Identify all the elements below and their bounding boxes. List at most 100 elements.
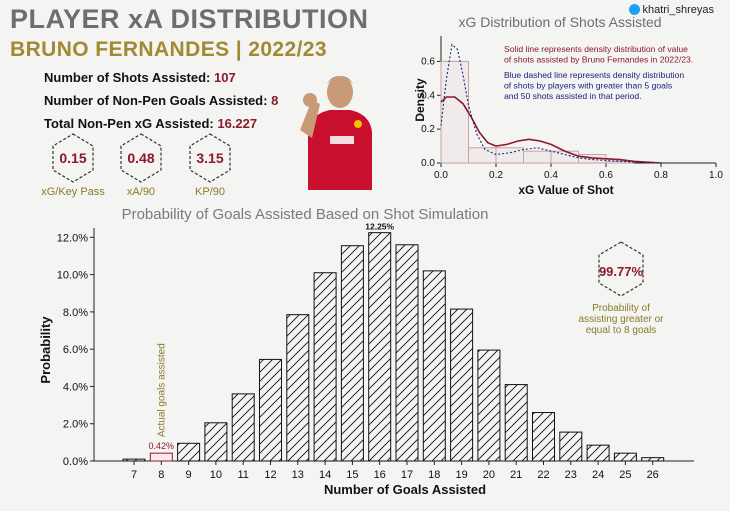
density-annotation-line: Blue dashed line represents density dist…	[504, 70, 684, 80]
probability-caption-line: equal to 8 goals	[585, 325, 657, 336]
density-x-tick-label: 0.6	[599, 170, 613, 181]
bar-8	[149, 452, 173, 462]
bar-x-tick-label: 11	[237, 469, 248, 481]
hexagon-xg-key-pass	[52, 133, 94, 183]
bar-x-tick-label: 16	[374, 469, 386, 481]
density-hist-bin	[440, 60, 469, 164]
probability-caption-line: Probability of	[592, 303, 650, 314]
density-y-tick-label: 0.4	[421, 90, 435, 101]
density-hist-bin	[468, 147, 497, 164]
bar-22	[532, 412, 555, 462]
badge-label-kp-90: KP/90	[195, 186, 225, 198]
bar-13	[286, 314, 310, 462]
badge-value-kp-90: 3.15	[196, 150, 224, 166]
bar-10	[204, 422, 228, 462]
density-xlabel: xG Value of Shot	[518, 183, 613, 197]
bar-y-tick-label: 0.0%	[63, 456, 88, 468]
density-x-tick-label: 0.2	[489, 170, 503, 181]
bar-x-tick-label: 9	[186, 469, 192, 481]
bar-y-tick-label: 12.0%	[57, 232, 88, 244]
bar-x-tick-label: 8	[158, 469, 164, 481]
density-y-tick-label: 0.6	[421, 56, 435, 67]
bar-x-tick-label: 10	[210, 469, 222, 481]
bar-x-tick-label: 25	[619, 469, 631, 481]
probability-badge-caption: Probability of assisting greater or equal …	[566, 303, 676, 336]
probability-badge-value: 99.77%	[598, 264, 644, 279]
bar-23	[559, 431, 583, 462]
badge-value-xg-key-pass: 0.15	[59, 150, 87, 166]
bar-18	[422, 270, 446, 462]
badge-label-xg-key-pass: xG/Key Pass	[41, 186, 105, 198]
peak-bar-label: 12.25%	[365, 222, 394, 232]
bar-x-tick-label: 15	[346, 469, 358, 481]
bar-ylabel: Probability	[38, 316, 53, 384]
bar-20	[477, 349, 501, 462]
stat-shots-assisted: Number of Shots Assisted: 107	[44, 70, 236, 85]
hexagon-xa-90	[120, 133, 162, 183]
player-shirt	[308, 110, 372, 190]
xg-density-chart: xG Distribution of Shots Assisted 0.0 0.2…	[413, 14, 723, 197]
handle-text: khatri_shreyas	[642, 4, 714, 16]
bar-x-tick-label: 12	[264, 469, 276, 481]
bar-14	[313, 272, 337, 462]
density-annotations: Solid line represents density distributi…	[504, 44, 693, 101]
bar-y-tick-label: 8.0%	[63, 307, 88, 319]
density-x-tick-label: 1.0	[709, 170, 723, 181]
bar-19	[450, 308, 474, 462]
bar-x-tick-label: 26	[647, 469, 659, 481]
bar-x-tick-label: 13	[292, 469, 304, 481]
bar-11	[231, 393, 255, 462]
bar-y-tick-label: 10.0%	[57, 270, 88, 282]
bar-xlabel: Number of Goals Assisted	[324, 482, 486, 497]
bar-x-tick-label: 20	[483, 469, 495, 481]
player-hair	[327, 76, 353, 84]
badge-label-xa-90: xA/90	[126, 186, 156, 198]
density-x-tick-label: 0.4	[544, 170, 558, 181]
bar-x-tick-label: 14	[319, 469, 331, 481]
bar-26	[641, 457, 665, 462]
club-crest	[354, 120, 362, 128]
bar-x-tick-label: 7	[131, 469, 137, 481]
probability-caption-line: assisting greater or	[578, 314, 664, 325]
bar-x-tick-label: 21	[510, 469, 522, 481]
highlight-bar-label: 0.42%	[149, 441, 175, 451]
page-title: PLAYER xA DISTRIBUTION	[10, 4, 369, 34]
bar-x-tick-label: 23	[565, 469, 577, 481]
bar-24	[586, 444, 610, 462]
bar-x-tick-label: 18	[428, 469, 440, 481]
bar-y-tick-label: 6.0%	[63, 344, 88, 356]
density-lines	[440, 43, 662, 164]
bar-x-tick-label: 19	[455, 469, 467, 481]
benchmark-density-line	[440, 43, 662, 164]
bar-y-tick-label: 2.0%	[63, 419, 88, 431]
badge-value-xa-90: 0.48	[127, 150, 155, 166]
player-photo	[300, 76, 372, 190]
bar-x-tick-label: 17	[401, 469, 413, 481]
bar-x-tick-label: 24	[592, 469, 604, 481]
density-annotation-line: Solid line represents density distributi…	[504, 44, 688, 54]
density-x-tick-label: 0.8	[654, 170, 668, 181]
player-density-line	[440, 96, 662, 164]
density-annotation-line: and 50 shots assisted in that period.	[504, 91, 642, 101]
density-title: xG Distribution of Shots Assisted	[458, 14, 661, 30]
density-histogram	[440, 60, 634, 164]
density-x-tick-label: 0.0	[434, 170, 448, 181]
hexagon-kp-90	[189, 133, 231, 183]
bar-16	[368, 232, 392, 462]
player-head	[327, 76, 353, 108]
twitter-icon	[629, 4, 641, 15]
stat-total-xg: Total Non-Pen xG Assisted: 16.227	[44, 116, 258, 131]
density-y-tick-label: 0.0	[421, 158, 435, 169]
bar-9	[177, 442, 201, 462]
bar-12	[259, 358, 282, 462]
player-season-subtitle: BRUNO FERNANDES | 2022/23	[10, 38, 327, 61]
actual-goals-annotation: Actual goals assisted	[156, 343, 167, 437]
density-annotation-line: of shots assisted by Bruno Fernandes in …	[504, 55, 693, 65]
bar-y-tick-label: 4.0%	[63, 381, 88, 393]
stat-goals-assisted: Number of Non-Pen Goals Assisted: 8	[44, 93, 279, 108]
density-annotation-line: of shots by players with greater than 5 …	[504, 81, 672, 91]
hexagon-probability	[598, 241, 644, 297]
twitter-handle[interactable]: khatri_shreyas	[629, 4, 714, 16]
bar-25	[613, 452, 637, 462]
